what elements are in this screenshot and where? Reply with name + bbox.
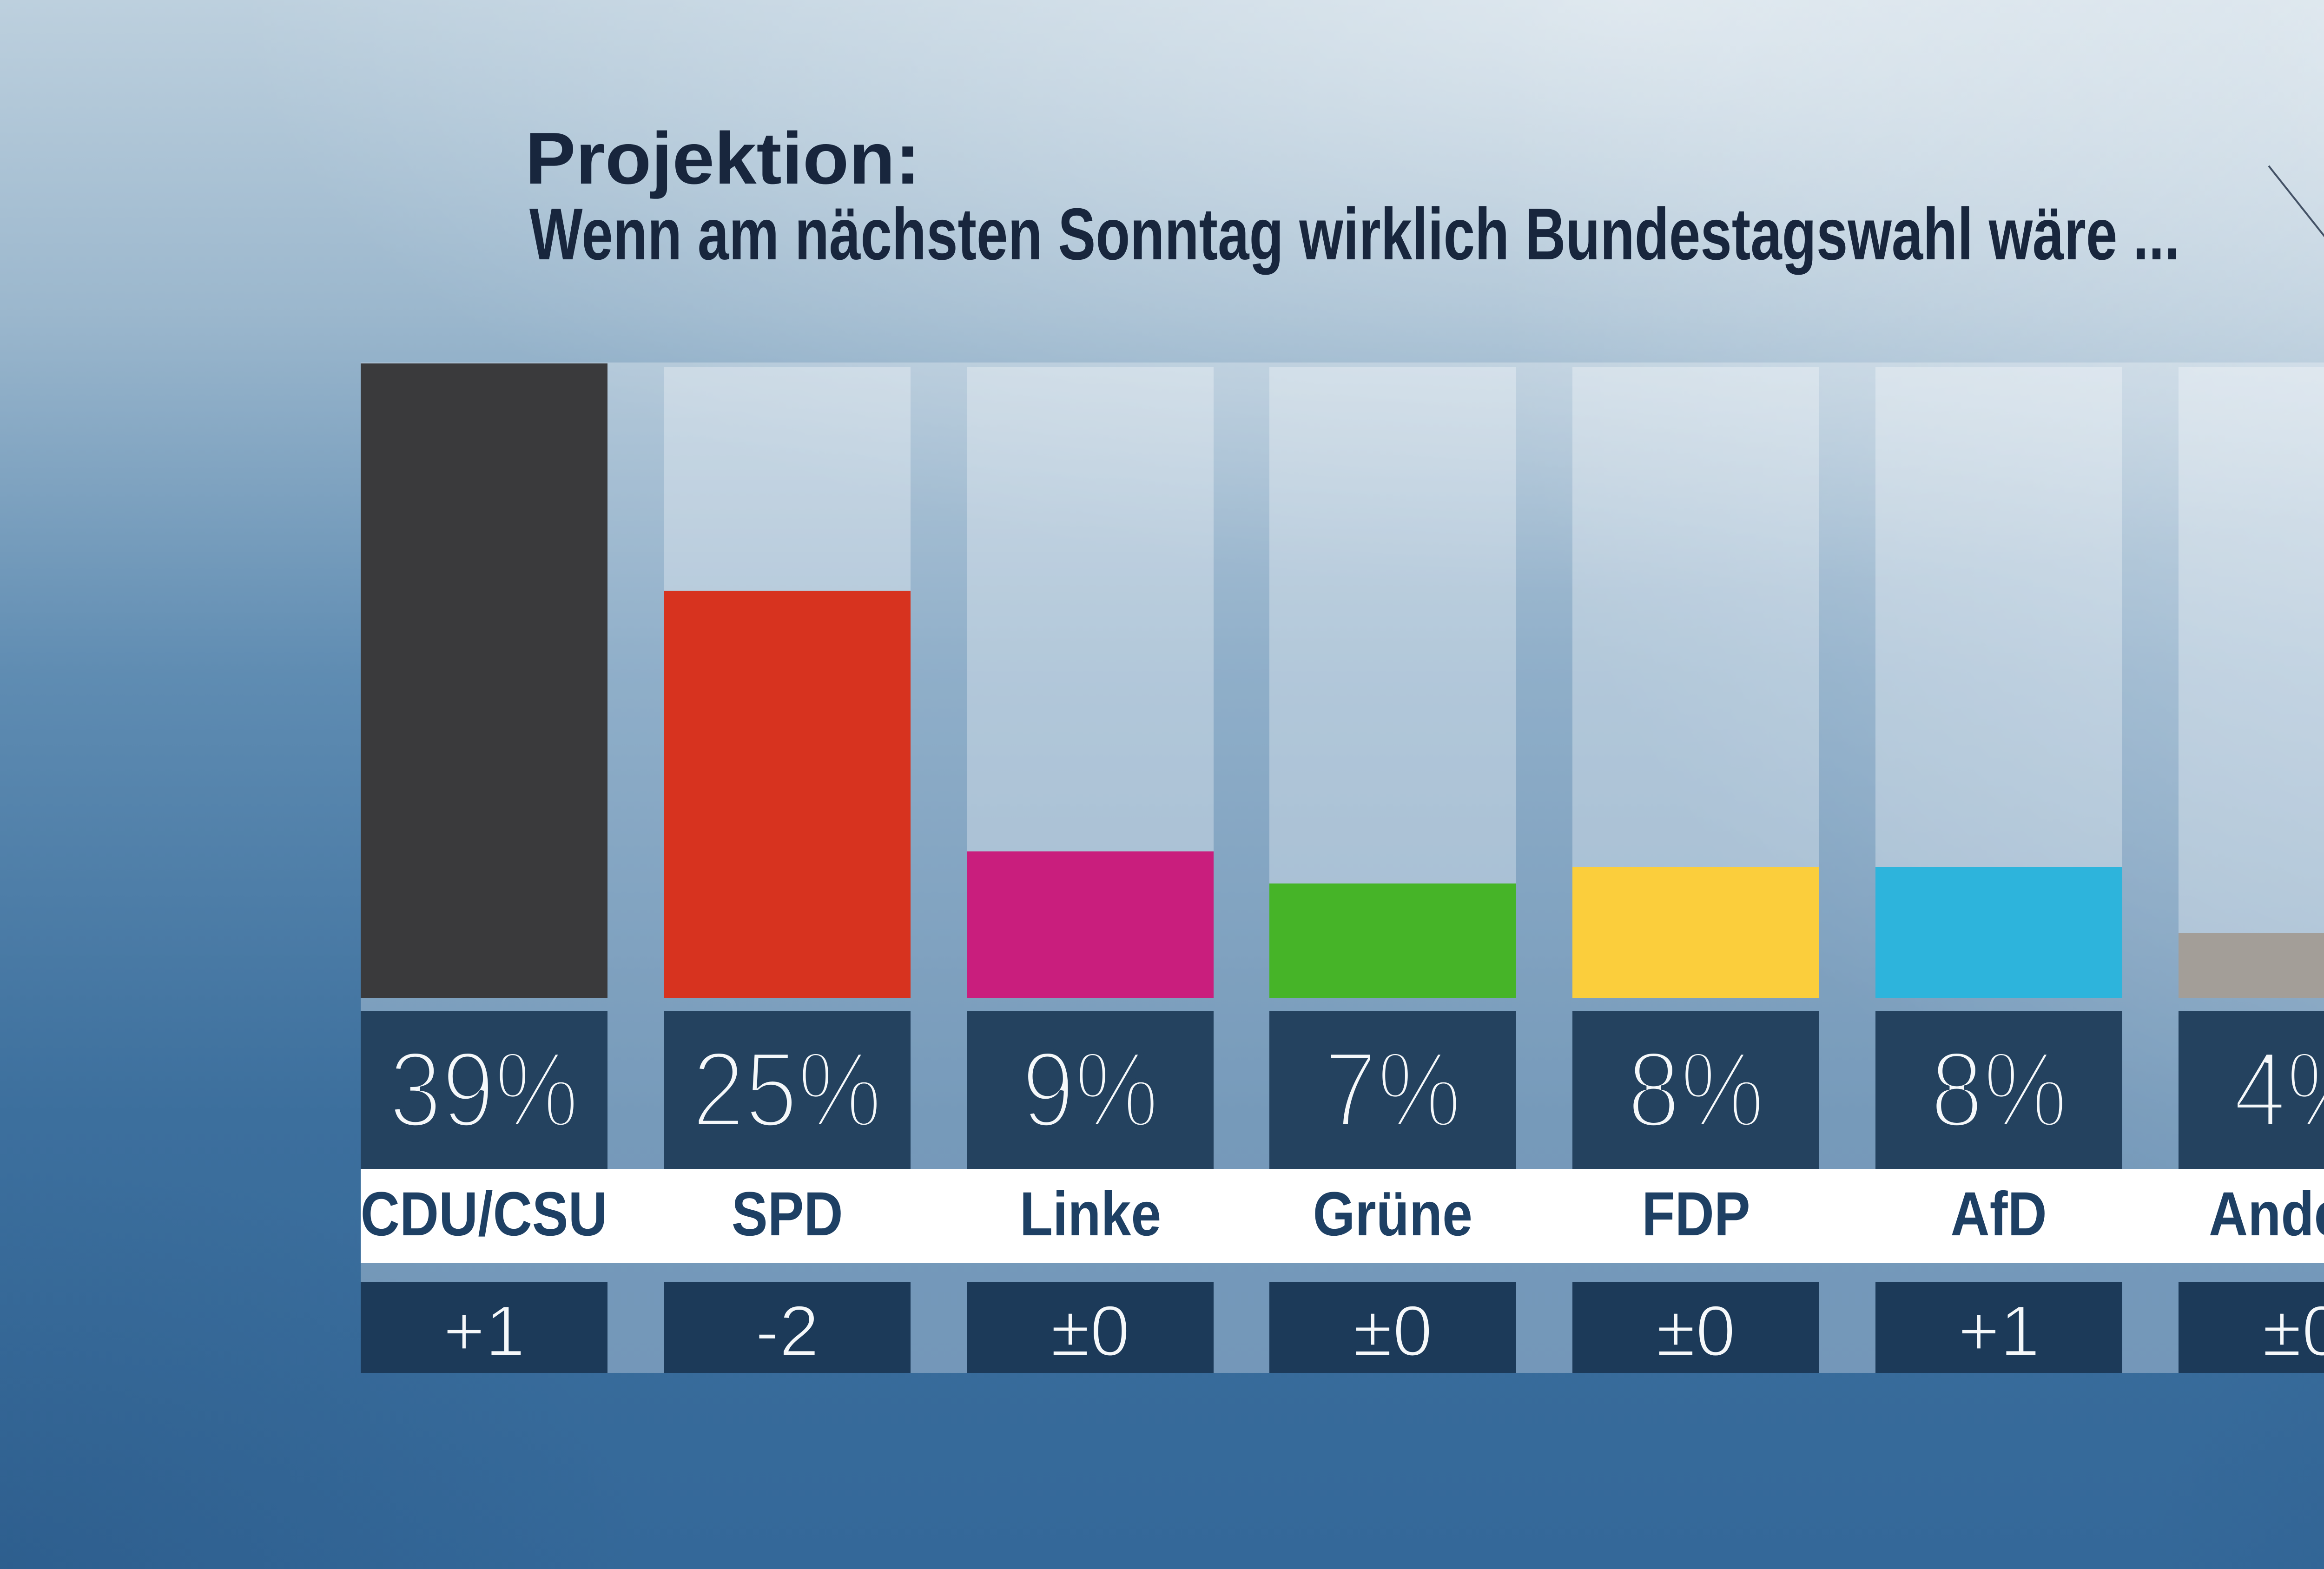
svg-text:Barometer: Barometer: [2321, 180, 2324, 259]
svg-text:Polit: Polit: [2321, 90, 2324, 207]
